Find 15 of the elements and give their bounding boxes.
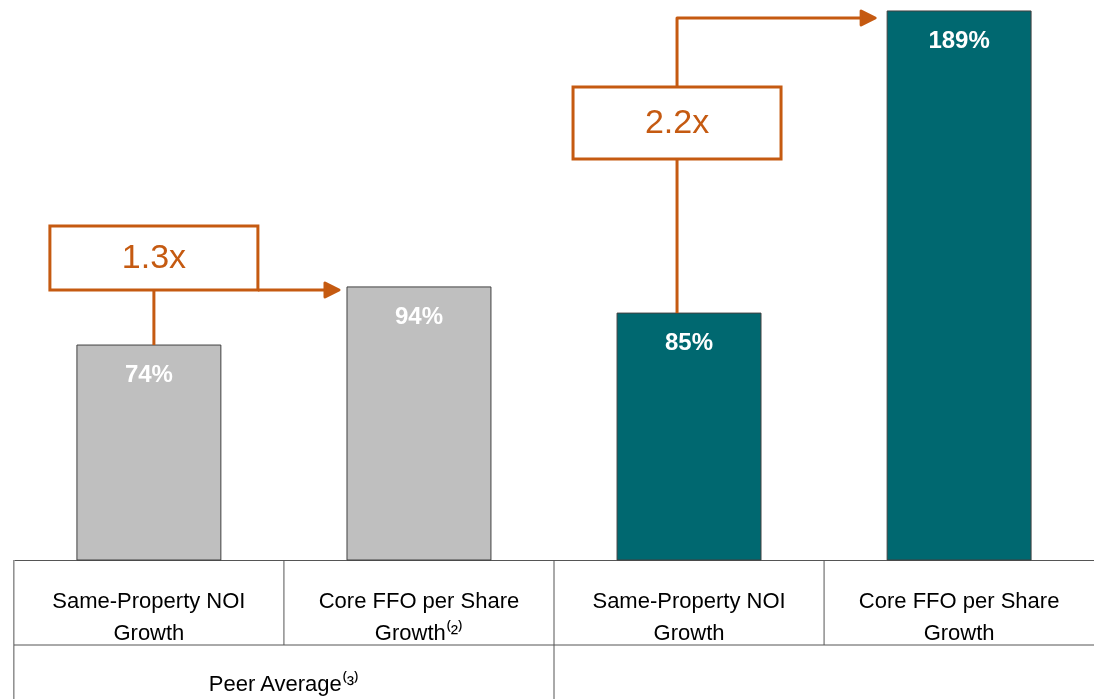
data-label: 94% (394, 301, 443, 329)
data-label: 74% (124, 360, 173, 388)
x-tick-label: Same-Property NOI Growth (52, 587, 246, 645)
x-tick-label: Core FFO per Share Growth (858, 587, 1060, 645)
annotation: 2.2x (644, 102, 710, 140)
text: Peer Average⁽³⁾ (208, 671, 360, 696)
data-label: 189% (928, 25, 990, 53)
bar (886, 10, 1032, 561)
x-tick-label: Core FFO per Share Growth⁽²⁾ (318, 587, 520, 645)
bar (616, 312, 762, 561)
bar (76, 344, 222, 561)
data-label: 85% (665, 328, 714, 356)
x-tick-label: Same-Property NOI Growth (592, 587, 786, 645)
annotation: 1.3x (121, 237, 187, 275)
bar (346, 286, 492, 561)
